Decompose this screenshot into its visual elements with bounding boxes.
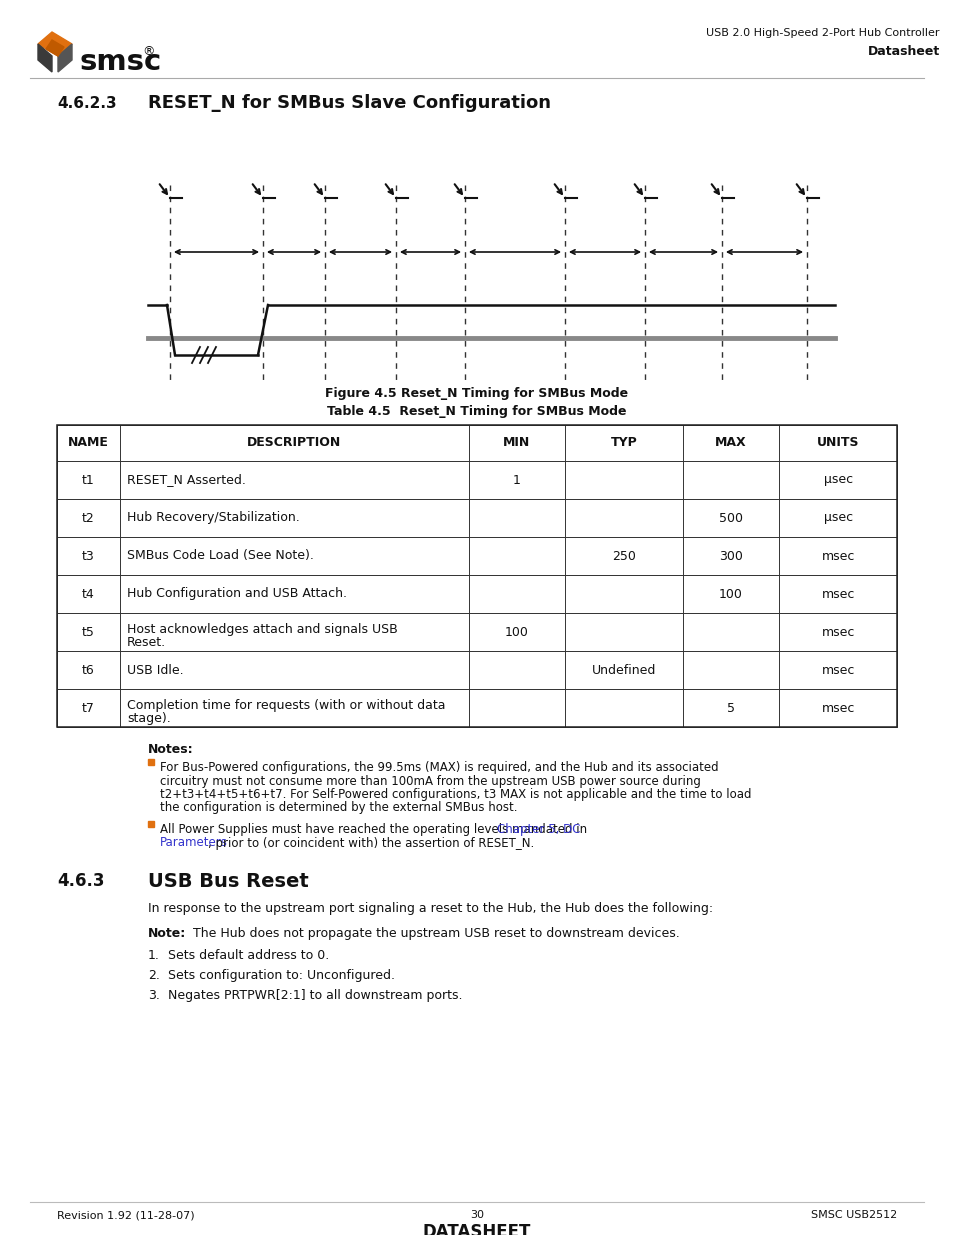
Text: SMSC USB2512: SMSC USB2512: [810, 1210, 896, 1220]
Text: μsec: μsec: [822, 473, 852, 487]
Text: 250: 250: [612, 550, 636, 562]
Text: SMBus Code Load (See Note).: SMBus Code Load (See Note).: [127, 550, 314, 562]
Bar: [57, 425, 896, 461]
Text: USB 2.0 High-Speed 2-Port Hub Controller: USB 2.0 High-Speed 2-Port Hub Controller: [706, 28, 939, 38]
Text: Completion time for requests (with or without data: Completion time for requests (with or wi…: [127, 699, 445, 713]
Bar: [57, 576, 896, 613]
Text: 500: 500: [719, 511, 742, 525]
Text: msec: msec: [821, 588, 854, 600]
Polygon shape: [38, 44, 52, 72]
Text: 100: 100: [504, 625, 528, 638]
Text: TYP: TYP: [610, 436, 637, 450]
Bar: [57, 537, 896, 576]
Text: Host acknowledges attach and signals USB: Host acknowledges attach and signals USB: [127, 622, 397, 636]
Text: Negates PRTPWR[2:1] to all downstream ports.: Negates PRTPWR[2:1] to all downstream po…: [168, 989, 462, 1002]
Text: Hub Configuration and USB Attach.: Hub Configuration and USB Attach.: [127, 588, 347, 600]
Bar: [148, 821, 153, 827]
Text: Hub Recovery/Stabilization.: Hub Recovery/Stabilization.: [127, 511, 299, 525]
Bar: [57, 689, 896, 727]
Text: Datasheet: Datasheet: [867, 44, 939, 58]
Text: NAME: NAME: [68, 436, 109, 450]
Text: RESET_N Asserted.: RESET_N Asserted.: [127, 473, 246, 487]
Bar: [57, 461, 896, 499]
Text: Undefined: Undefined: [591, 663, 656, 677]
Text: RESET_N for SMBus Slave Configuration: RESET_N for SMBus Slave Configuration: [148, 94, 551, 112]
Text: Revision 1.92 (11-28-07): Revision 1.92 (11-28-07): [57, 1210, 194, 1220]
Text: 1.: 1.: [148, 948, 160, 962]
Text: t2: t2: [82, 511, 94, 525]
Text: DESCRIPTION: DESCRIPTION: [247, 436, 341, 450]
Text: msec: msec: [821, 663, 854, 677]
Text: msec: msec: [821, 625, 854, 638]
Text: msec: msec: [821, 701, 854, 715]
Text: Sets configuration to: Unconfigured.: Sets configuration to: Unconfigured.: [168, 969, 395, 982]
Bar: [57, 499, 896, 537]
Text: t2+t3+t4+t5+t6+t7. For Self-Powered configurations, t3 MAX is not applicable and: t2+t3+t4+t5+t6+t7. For Self-Powered conf…: [160, 788, 751, 802]
Bar: [57, 425, 896, 727]
Text: 4.6.3: 4.6.3: [57, 872, 105, 890]
Text: Chapter 5, DC: Chapter 5, DC: [497, 823, 580, 836]
Text: stage).: stage).: [127, 713, 171, 725]
Text: DATASHEET: DATASHEET: [422, 1223, 531, 1235]
Text: MIN: MIN: [503, 436, 530, 450]
Text: ®: ®: [142, 46, 154, 58]
Text: MAX: MAX: [715, 436, 746, 450]
Text: t7: t7: [82, 701, 95, 715]
Text: Notes:: Notes:: [148, 743, 193, 756]
Text: circuitry must not consume more than 100mA from the upstream USB power source du: circuitry must not consume more than 100…: [160, 774, 700, 788]
Text: msec: msec: [821, 550, 854, 562]
Text: 300: 300: [719, 550, 742, 562]
Text: t3: t3: [82, 550, 94, 562]
Text: The Hub does not propagate the upstream USB reset to downstream devices.: The Hub does not propagate the upstream …: [185, 927, 679, 940]
Text: In response to the upstream port signaling a reset to the Hub, the Hub does the : In response to the upstream port signali…: [148, 902, 713, 915]
Polygon shape: [58, 44, 71, 72]
Text: Note:: Note:: [148, 927, 186, 940]
Bar: [57, 613, 896, 651]
Text: Sets default address to 0.: Sets default address to 0.: [168, 948, 329, 962]
Text: t6: t6: [82, 663, 94, 677]
Polygon shape: [46, 40, 64, 56]
Text: , prior to (or coincident with) the assertion of RESET_N.: , prior to (or coincident with) the asse…: [208, 836, 534, 850]
Text: smsc: smsc: [80, 48, 162, 77]
Text: Figure 4.5 Reset_N Timing for SMBus Mode: Figure 4.5 Reset_N Timing for SMBus Mode: [325, 387, 628, 399]
Text: 30: 30: [470, 1210, 483, 1220]
Text: t1: t1: [82, 473, 94, 487]
Text: 2.: 2.: [148, 969, 160, 982]
Text: 100: 100: [719, 588, 742, 600]
Text: 1: 1: [513, 473, 520, 487]
Bar: [57, 651, 896, 689]
Text: t4: t4: [82, 588, 94, 600]
Text: USB Bus Reset: USB Bus Reset: [148, 872, 309, 890]
Text: Parameters: Parameters: [160, 836, 228, 850]
Text: USB Idle.: USB Idle.: [127, 663, 183, 677]
Text: t5: t5: [82, 625, 95, 638]
Text: 5: 5: [726, 701, 735, 715]
Text: UNITS: UNITS: [816, 436, 859, 450]
Text: the configuration is determined by the external SMBus host.: the configuration is determined by the e…: [160, 802, 517, 815]
Text: For Bus-Powered configurations, the 99.5ms (MAX) is required, and the Hub and it: For Bus-Powered configurations, the 99.5…: [160, 761, 718, 774]
Text: Reset.: Reset.: [127, 636, 166, 650]
Text: μsec: μsec: [822, 511, 852, 525]
Polygon shape: [38, 32, 71, 56]
Bar: [148, 760, 153, 764]
Text: All Power Supplies must have reached the operating levels mandated in: All Power Supplies must have reached the…: [160, 823, 590, 836]
Text: 3.: 3.: [148, 989, 160, 1002]
Text: 4.6.2.3: 4.6.2.3: [57, 95, 116, 110]
Text: Table 4.5  Reset_N Timing for SMBus Mode: Table 4.5 Reset_N Timing for SMBus Mode: [327, 405, 626, 419]
